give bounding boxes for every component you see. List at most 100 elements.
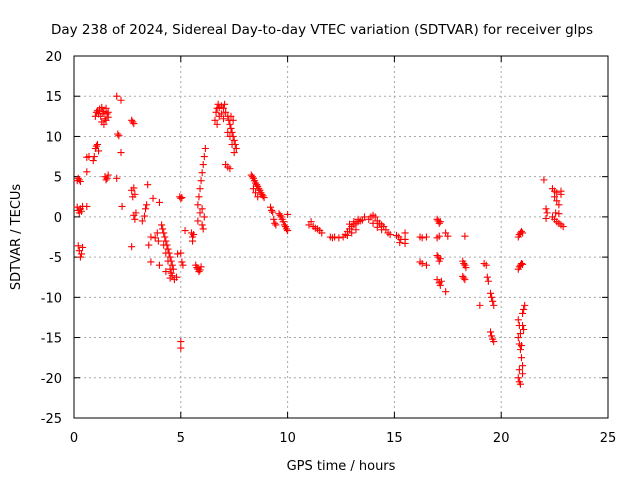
data-point bbox=[117, 148, 125, 157]
data-point bbox=[104, 113, 112, 121]
x-tick-label: 20 bbox=[493, 431, 510, 446]
data-point bbox=[168, 261, 176, 269]
data-point bbox=[284, 210, 292, 219]
data-point bbox=[155, 261, 163, 269]
data-point bbox=[418, 259, 426, 268]
data-point bbox=[154, 237, 162, 245]
data-point bbox=[266, 203, 275, 211]
data-point bbox=[196, 266, 204, 274]
x-tick-label: 15 bbox=[386, 431, 403, 446]
data-point bbox=[543, 209, 551, 217]
data-point bbox=[100, 120, 108, 128]
data-point bbox=[153, 229, 161, 237]
data-point bbox=[515, 366, 523, 374]
data-point bbox=[219, 104, 228, 112]
data-point bbox=[486, 289, 495, 297]
data-point bbox=[199, 161, 207, 169]
data-point bbox=[348, 229, 356, 237]
data-point bbox=[200, 213, 208, 221]
data-point bbox=[140, 212, 149, 220]
y-tick-label: 0 bbox=[54, 211, 62, 226]
data-point bbox=[227, 124, 235, 132]
data-point bbox=[542, 205, 550, 213]
data-point bbox=[519, 229, 527, 237]
data-point bbox=[147, 258, 155, 266]
data-point bbox=[177, 249, 185, 257]
data-point bbox=[483, 273, 491, 281]
data-point bbox=[226, 165, 234, 173]
data-point bbox=[113, 174, 121, 182]
data-point bbox=[190, 231, 198, 239]
data-points bbox=[73, 92, 567, 388]
data-point bbox=[93, 140, 102, 149]
data-point bbox=[252, 189, 260, 197]
data-point bbox=[83, 202, 91, 210]
data-point bbox=[188, 237, 197, 245]
data-point bbox=[224, 128, 232, 136]
data-point bbox=[436, 255, 444, 263]
y-tick-label: 15 bbox=[45, 90, 62, 105]
data-point bbox=[221, 100, 229, 108]
data-point bbox=[145, 241, 153, 249]
data-point bbox=[174, 250, 182, 258]
data-point bbox=[516, 346, 524, 354]
data-point bbox=[198, 169, 206, 177]
y-tick-label: 5 bbox=[54, 171, 62, 186]
data-point bbox=[269, 208, 277, 216]
data-point bbox=[254, 193, 262, 201]
data-point bbox=[200, 153, 208, 161]
data-point bbox=[142, 205, 150, 213]
data-point bbox=[559, 222, 567, 231]
data-point bbox=[118, 202, 126, 210]
data-point bbox=[212, 108, 220, 116]
data-point bbox=[226, 132, 234, 140]
data-point bbox=[155, 198, 163, 206]
data-point bbox=[115, 132, 123, 140]
data-point bbox=[226, 120, 234, 128]
data-point bbox=[230, 136, 238, 145]
data-point bbox=[172, 273, 181, 281]
data-point bbox=[161, 233, 169, 241]
x-tick-label: 25 bbox=[600, 431, 617, 446]
data-point bbox=[476, 301, 484, 309]
data-point bbox=[138, 217, 146, 225]
data-point bbox=[489, 297, 497, 305]
data-point bbox=[335, 234, 343, 242]
data-point bbox=[144, 181, 152, 189]
data-point bbox=[222, 108, 230, 116]
data-point bbox=[378, 226, 386, 234]
data-point bbox=[401, 229, 409, 237]
data-point bbox=[436, 281, 444, 289]
plot-frame bbox=[73, 55, 609, 419]
data-point bbox=[178, 194, 186, 202]
y-axis-label: SDTVAR / TECUs bbox=[9, 184, 24, 291]
data-point bbox=[229, 116, 237, 124]
data-point bbox=[519, 321, 527, 330]
x-tick-label: 10 bbox=[279, 431, 296, 446]
data-point bbox=[78, 243, 87, 252]
data-point bbox=[164, 257, 172, 265]
data-point bbox=[555, 210, 563, 218]
data-point bbox=[151, 234, 159, 242]
data-point bbox=[396, 239, 404, 247]
data-point bbox=[519, 370, 527, 378]
data-point bbox=[166, 265, 174, 273]
data-point bbox=[195, 193, 203, 201]
data-point bbox=[217, 110, 225, 118]
x-tick-label: 0 bbox=[70, 431, 78, 446]
data-point bbox=[371, 213, 379, 221]
data-point bbox=[542, 214, 550, 223]
data-point bbox=[514, 334, 522, 342]
data-point bbox=[516, 380, 524, 388]
data-point bbox=[343, 231, 351, 239]
data-point bbox=[227, 112, 235, 120]
data-point bbox=[514, 374, 522, 382]
data-point bbox=[437, 277, 445, 285]
data-point bbox=[104, 171, 112, 179]
data-point bbox=[232, 144, 240, 153]
data-point bbox=[350, 218, 358, 226]
data-point bbox=[422, 233, 430, 241]
data-point bbox=[177, 194, 185, 202]
data-point bbox=[198, 205, 206, 213]
